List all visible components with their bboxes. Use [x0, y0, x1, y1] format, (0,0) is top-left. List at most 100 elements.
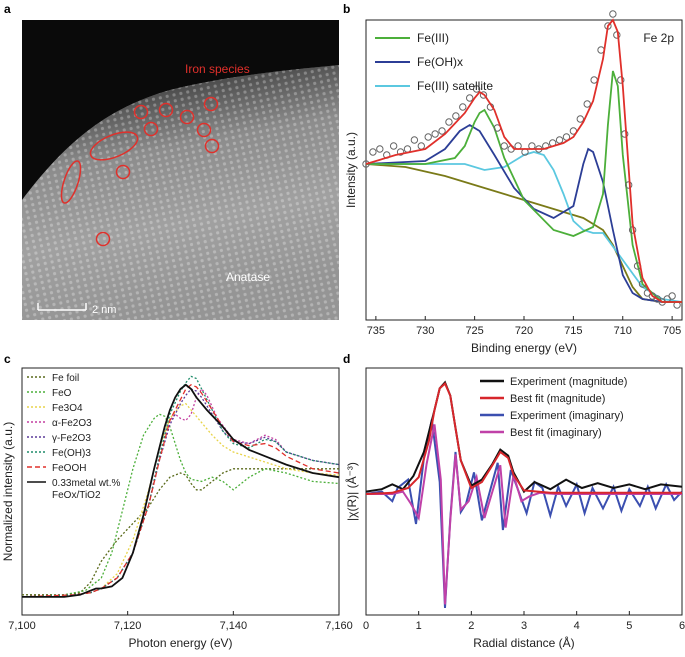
legend-label: α-Fe2O3 — [52, 418, 92, 429]
series-line — [21, 413, 340, 598]
legend-label: γ-Fe2O3 — [52, 433, 91, 444]
legend-label: Best fit (imaginary) — [510, 427, 602, 439]
series-line — [366, 151, 683, 303]
y-axis-label: Intensity (a.u.) — [344, 132, 358, 208]
fit-line — [365, 18, 682, 303]
data-point — [438, 127, 446, 135]
data-point — [459, 103, 467, 111]
series-line — [366, 70, 682, 303]
data-point — [479, 91, 488, 99]
x-tick-label: 7,140 — [220, 620, 248, 632]
series-line — [21, 402, 340, 598]
legend-label: Fe3O4 — [52, 403, 83, 414]
series-line — [366, 424, 682, 605]
series-line — [22, 468, 339, 596]
plot-frame — [21, 367, 340, 616]
data-point — [609, 10, 617, 18]
x-tick-label: 6 — [679, 620, 685, 632]
x-tick-label: 735 — [367, 325, 385, 337]
data-point — [465, 94, 474, 102]
iron-marker — [158, 102, 174, 118]
x-axis-label: Radial distance (Å) — [473, 635, 574, 650]
iron-marker — [143, 121, 159, 137]
panel-letter-d: d — [343, 352, 350, 366]
iron-marker — [95, 231, 111, 247]
data-point — [576, 115, 584, 123]
data-point — [424, 133, 432, 141]
scale-bar-label: 2 nm — [92, 304, 116, 316]
x-axis-label: Photon energy (eV) — [128, 636, 232, 650]
data-point — [396, 148, 405, 156]
iron-marker — [203, 96, 219, 112]
data-point — [376, 145, 384, 153]
data-point — [555, 136, 564, 144]
data-point — [362, 160, 370, 168]
x-tick-label: 710 — [614, 325, 632, 337]
iron-marker — [60, 160, 82, 204]
data-point — [624, 181, 633, 189]
iron-marker — [133, 104, 149, 120]
x-tick-label: 0 — [363, 620, 369, 632]
legend-label: 0.33metal wt.% — [52, 478, 120, 489]
data-point — [369, 148, 377, 156]
chart-title: Fe 2p — [643, 31, 674, 45]
y-axis-label: Normalized intensity (a.u.) — [1, 422, 15, 561]
series-line — [365, 123, 682, 303]
x-tick-label: 2 — [468, 620, 474, 632]
iron-marker — [196, 122, 212, 138]
legend-label: FeOOH — [52, 463, 86, 474]
series-line — [22, 383, 340, 598]
iron-marker — [179, 109, 195, 125]
data-point — [389, 142, 398, 150]
anatase-label: Anatase — [226, 270, 270, 284]
x-tick-label: 7,100 — [8, 620, 36, 632]
x-tick-label: 4 — [574, 620, 580, 632]
legend-label: Fe(III) — [417, 31, 449, 45]
legend-label: Experiment (magnitude) — [510, 376, 627, 388]
x-axis-label: Binding energy (eV) — [471, 341, 577, 355]
panel-letter-c: c — [4, 352, 11, 366]
legend-label: Fe(III) satellite — [417, 79, 493, 93]
x-tick-label: 730 — [416, 325, 434, 337]
chart-panel-c: 7,100 7,120 7,140 7,160 Photon energy (eV) No… — [1, 367, 353, 650]
panel-a-image: Iron species Anatase 2 nm — [22, 20, 339, 320]
data-point — [621, 130, 629, 138]
x-tick-label: 705 — [663, 325, 681, 337]
x-tick-label: 1 — [416, 620, 422, 632]
panel-letter-a: a — [4, 2, 11, 16]
legend-label: Fe(OH)3 — [52, 448, 91, 459]
iron-marker — [204, 138, 220, 154]
legend-label: FeOx/TiO2 — [52, 490, 101, 501]
data-point — [583, 100, 591, 108]
data-point — [668, 292, 676, 300]
x-tick-label: 725 — [465, 325, 483, 337]
x-tick-label: 5 — [626, 620, 632, 632]
legend-label: FeO — [52, 388, 72, 399]
data-point — [590, 76, 598, 84]
x-tick-label: 3 — [521, 620, 527, 632]
data-point — [417, 142, 425, 150]
legend-label: Fe(OH)x — [417, 55, 463, 69]
data-point — [445, 118, 453, 126]
chart-panel-b: 735 730 725 720 715 710 705 Binding energy (eV)… — [344, 10, 683, 355]
panel-letter-b: b — [343, 2, 350, 16]
data-point — [410, 136, 419, 144]
iron-marker — [89, 131, 139, 161]
iron-species-markers — [60, 96, 220, 247]
data-point — [500, 142, 508, 150]
x-tick-label: 7,160 — [325, 620, 353, 632]
iron-marker — [115, 164, 131, 180]
series-line — [21, 384, 340, 598]
data-point — [472, 85, 481, 93]
y-axis-label: |χ(R)| (Å⁻³) — [344, 462, 359, 521]
data-point — [431, 130, 439, 138]
legend-label: Experiment (imaginary) — [510, 410, 624, 422]
x-tick-label: 715 — [564, 325, 582, 337]
scale-bar — [37, 303, 87, 311]
legend-label: Best fit (magnitude) — [510, 393, 605, 405]
chart-panel-d: 0 1 2 3 4 5 6 Radial distance (Å) |χ(R)| (Å⁻³) Ex… — [344, 367, 685, 650]
series-line — [365, 419, 683, 609]
iron-species-label: Iron species — [185, 62, 250, 76]
x-tick-label: 7,120 — [114, 620, 142, 632]
